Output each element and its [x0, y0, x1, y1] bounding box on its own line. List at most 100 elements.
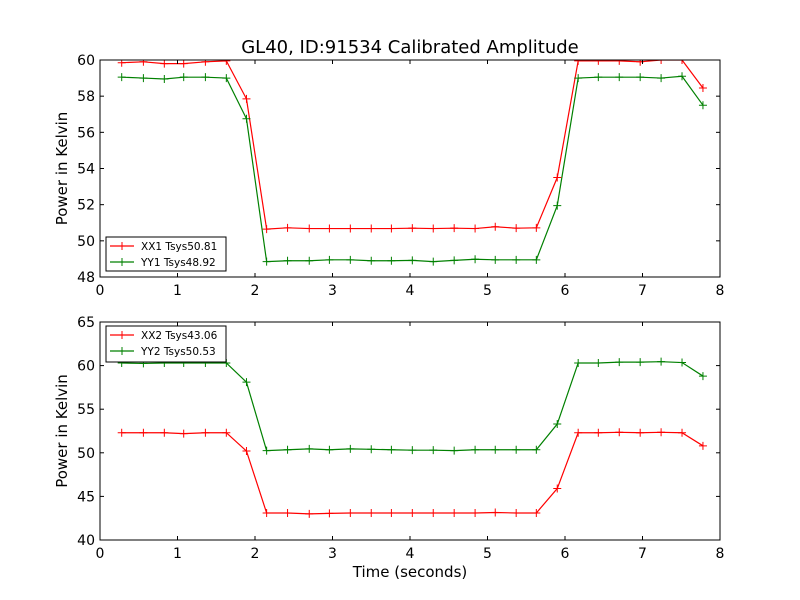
data-point	[262, 225, 271, 234]
y-tick-label: 40	[77, 533, 95, 549]
data-point	[678, 358, 687, 367]
data-point	[305, 509, 314, 518]
data-point	[429, 257, 438, 266]
data-point	[139, 74, 148, 83]
data-point	[429, 224, 438, 233]
data-point	[222, 428, 231, 437]
data-point	[429, 446, 438, 455]
data-point	[262, 257, 271, 266]
data-point	[636, 358, 645, 367]
x-tick-label: 2	[251, 283, 260, 299]
data-point	[471, 445, 480, 454]
x-ticks: 0 1 2 3 4 5 6 7 8	[96, 60, 724, 299]
data-point	[657, 357, 666, 366]
x-tick-label: 5	[483, 283, 492, 299]
data-point	[532, 223, 541, 232]
x-tick-label: 6	[561, 546, 570, 562]
plot-bottom-legend: XX2 Tsys43.06 YY2 Tsys50.53	[105, 325, 227, 363]
data-point	[367, 224, 376, 233]
data-point	[471, 508, 480, 517]
data-point	[594, 73, 603, 82]
data-point	[139, 60, 148, 66]
legend-marker	[118, 242, 126, 250]
data-point	[532, 255, 541, 264]
data-point	[594, 358, 603, 367]
data-point	[283, 256, 292, 265]
y-tick-label: 56	[77, 125, 95, 141]
x-tick-label: 4	[406, 546, 415, 562]
data-point	[471, 224, 480, 233]
y-tick-label: 65	[77, 315, 95, 331]
data-point	[283, 445, 292, 454]
data-point	[429, 508, 438, 517]
data-point	[491, 508, 500, 517]
data-point	[408, 508, 417, 517]
x-tick-label: 1	[173, 546, 182, 562]
data-point	[325, 445, 334, 454]
data-point	[574, 428, 583, 437]
data-point	[553, 484, 562, 493]
x-tick-label: 7	[638, 283, 647, 299]
data-point	[678, 428, 687, 437]
data-point	[222, 60, 231, 65]
data-point	[657, 428, 666, 437]
figure-title: GL40, ID:91534 Calibrated Amplitude	[241, 37, 579, 58]
y-tick-label: 55	[77, 402, 95, 418]
data-point	[408, 224, 417, 233]
data-point	[387, 224, 396, 233]
data-point	[160, 74, 169, 83]
y-tick-label: 54	[77, 162, 95, 178]
y-tick-label: 50	[77, 446, 95, 462]
data-point	[553, 201, 562, 210]
data-point	[179, 429, 188, 438]
data-point	[574, 60, 583, 65]
data-point	[179, 60, 188, 68]
data-point	[615, 358, 624, 367]
data-point	[387, 508, 396, 517]
data-point	[698, 441, 707, 450]
data-point	[553, 420, 562, 429]
data-point	[283, 223, 292, 232]
legend-label: XX2 Tsys43.06	[141, 330, 218, 342]
y-tick-label: 52	[77, 198, 95, 214]
data-point	[325, 509, 334, 518]
data-point	[450, 224, 459, 233]
data-point	[698, 84, 707, 93]
x-tick-label: 7	[638, 546, 647, 562]
data-point	[574, 74, 583, 83]
y-tick-label: 45	[77, 489, 95, 505]
data-point	[201, 428, 210, 437]
data-point	[698, 101, 707, 110]
y-tick-label: 60	[77, 53, 95, 69]
data-point	[387, 256, 396, 265]
data-point	[201, 60, 210, 66]
data-point	[491, 255, 500, 264]
y-ticks: 40 45 50 55 60 65	[77, 315, 720, 549]
data-point	[615, 73, 624, 82]
data-point	[450, 508, 459, 517]
data-point	[139, 428, 148, 437]
data-point	[553, 173, 562, 182]
data-point	[346, 444, 355, 453]
data-point	[512, 508, 521, 517]
data-point	[325, 255, 334, 264]
data-point	[471, 255, 480, 264]
data-point	[346, 255, 355, 264]
data-point	[242, 94, 251, 103]
x-tick-label: 2	[251, 546, 260, 562]
data-point	[222, 74, 231, 83]
data-point	[325, 224, 334, 233]
y-tick-label: 50	[77, 234, 95, 250]
data-point	[532, 508, 541, 517]
data-point	[491, 445, 500, 454]
x-tick-label: 6	[561, 283, 570, 299]
data-point	[636, 428, 645, 437]
legend-box	[105, 325, 227, 363]
series-markers	[117, 60, 707, 266]
series-markers	[117, 357, 707, 518]
legend-label: YY2 Tsys50.53	[140, 346, 216, 358]
data-point	[408, 256, 417, 265]
